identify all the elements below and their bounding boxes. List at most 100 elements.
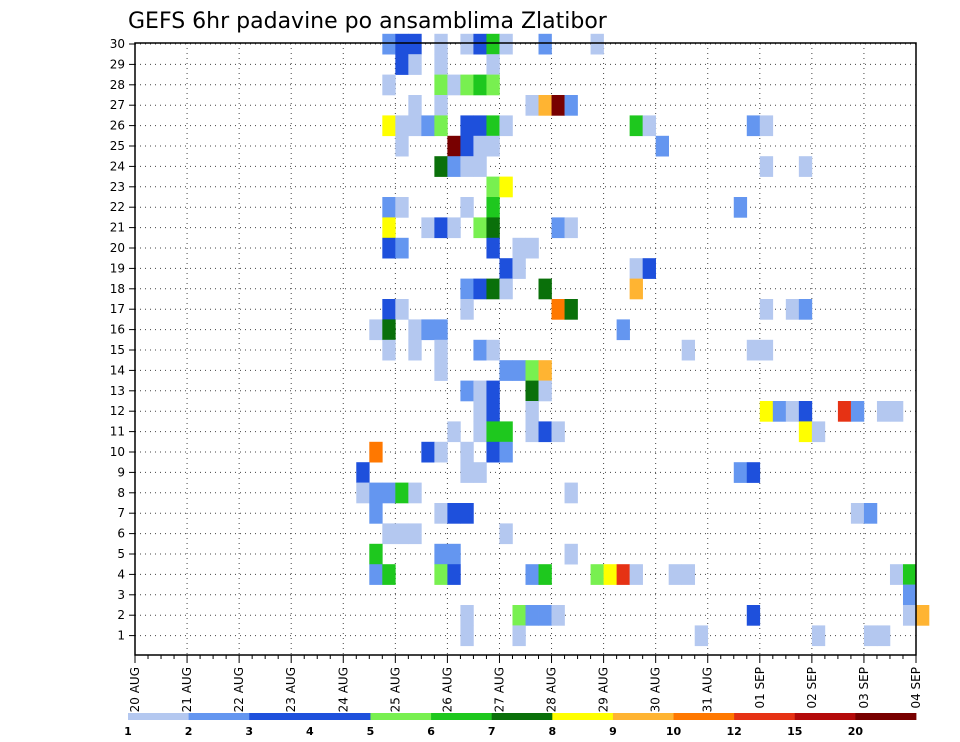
colorbar-swatch [612,713,674,720]
x-tick-label: 29 AUG [597,667,611,712]
colorbar-label: 1 [124,725,132,738]
heatmap-cell [798,401,813,422]
y-tick-label: 11 [110,425,125,439]
heatmap-cell [408,95,422,116]
heatmap-cell [538,605,552,626]
heatmap-cell [382,319,396,341]
heatmap-cell [447,135,461,157]
heatmap-cell [486,339,500,361]
y-tick-label: 30 [110,37,125,51]
heatmap-cell [889,564,904,585]
heatmap-cell [382,74,396,96]
x-tick-label: 26 AUG [440,667,454,712]
heatmap-cell [447,421,461,443]
colorbar: 1 2 3 4 5 6 7 8 9 10 12 15 20 [124,713,917,738]
heatmap-cell [447,543,461,565]
heatmap-cell [408,54,422,75]
heatmap-cell [382,339,396,361]
heatmap-cell [369,482,383,504]
y-tick-label: 10 [110,445,125,459]
y-tick-label: 3 [117,588,125,602]
heatmap-cell [395,197,409,218]
colorbar-label: 8 [548,725,556,738]
heatmap-cell [486,278,500,300]
heatmap-cell [902,584,917,606]
heatmap-cell [564,543,578,565]
heatmap-cell [525,360,539,381]
colorbar-label: 4 [306,725,314,738]
colorbar-swatch [128,713,190,720]
heatmap-cell [460,625,474,647]
heatmap-cell [395,33,409,55]
heatmap-cell [499,278,513,300]
colorbar-label: 9 [609,725,617,738]
x-tick-label: 20 AUG [128,667,142,712]
heatmap-cell [382,564,396,585]
colorbar-swatch [491,713,553,720]
heatmap-cell [863,625,878,647]
y-tick-label: 15 [110,343,125,357]
heatmap-cell [512,625,526,647]
heatmap-cell [408,339,422,361]
heatmap-cell [460,197,474,218]
heatmap-cell [447,74,461,96]
colorbar-label: 15 [787,725,802,738]
chart-title: GEFS 6hr padavine po ansamblima Zlatibor [128,9,608,34]
heatmap-cell [434,74,448,96]
colorbar-swatch [794,713,856,720]
heatmap-cell [473,115,487,137]
heatmap-cell [473,339,487,361]
heatmap-cell [473,33,487,55]
colorbar-swatch [734,713,796,720]
heatmap-cell [538,33,552,55]
heatmap-cell [369,564,383,585]
y-tick-label: 22 [110,200,125,214]
heatmap-cell [486,421,500,443]
heatmap-cells [356,33,930,647]
heatmap-cell [382,115,396,137]
heatmap-cell [473,421,487,443]
heatmap-cell [369,441,383,463]
x-axis: 20 AUG 21 AUG 22 AUG 23 AUG 24 AUG 25 AUG 26 A… [128,655,923,712]
heatmap-cell [551,605,565,626]
heatmap-cell [460,503,474,524]
heatmap-cell [564,299,578,320]
heatmap-cell [538,360,552,381]
y-tick-label: 16 [110,323,125,337]
heatmap-cell [785,299,800,320]
y-tick-label: 8 [117,486,125,500]
heatmap-cell [421,319,435,341]
heatmap-cell [746,115,761,137]
heatmap-cell [499,176,513,198]
colorbar-label: 12 [726,725,741,738]
heatmap-cell [551,421,565,443]
colorbar-swatch [431,713,493,720]
colorbar-swatch [855,713,917,720]
heatmap-cell [460,33,474,55]
heatmap-cell [473,156,487,177]
heatmap-cell [408,33,422,55]
y-tick-label: 13 [110,384,125,398]
heatmap-cell [486,237,500,259]
heatmap-cell [434,503,448,524]
heatmap-cell [616,564,630,585]
x-tick-label: 25 AUG [388,667,402,712]
y-tick-label: 12 [110,404,125,418]
heatmap-cell [512,360,526,381]
y-tick-label: 17 [110,302,125,316]
heatmap-cell [486,441,500,463]
heatmap-cell [811,625,826,647]
heatmap-cell [460,115,474,137]
heatmap-cell [655,135,669,157]
y-tick-label: 6 [117,527,125,541]
heatmap-cell [408,115,422,137]
colorbar-swatch [309,713,371,720]
colorbar-label: 20 [848,725,864,738]
heatmap-cell [434,33,448,55]
colorbar-label: 3 [245,725,253,738]
heatmap-cell [564,482,578,504]
heatmap-cell [473,135,487,157]
heatmap-cell [395,482,409,504]
heatmap-cell [564,217,578,239]
